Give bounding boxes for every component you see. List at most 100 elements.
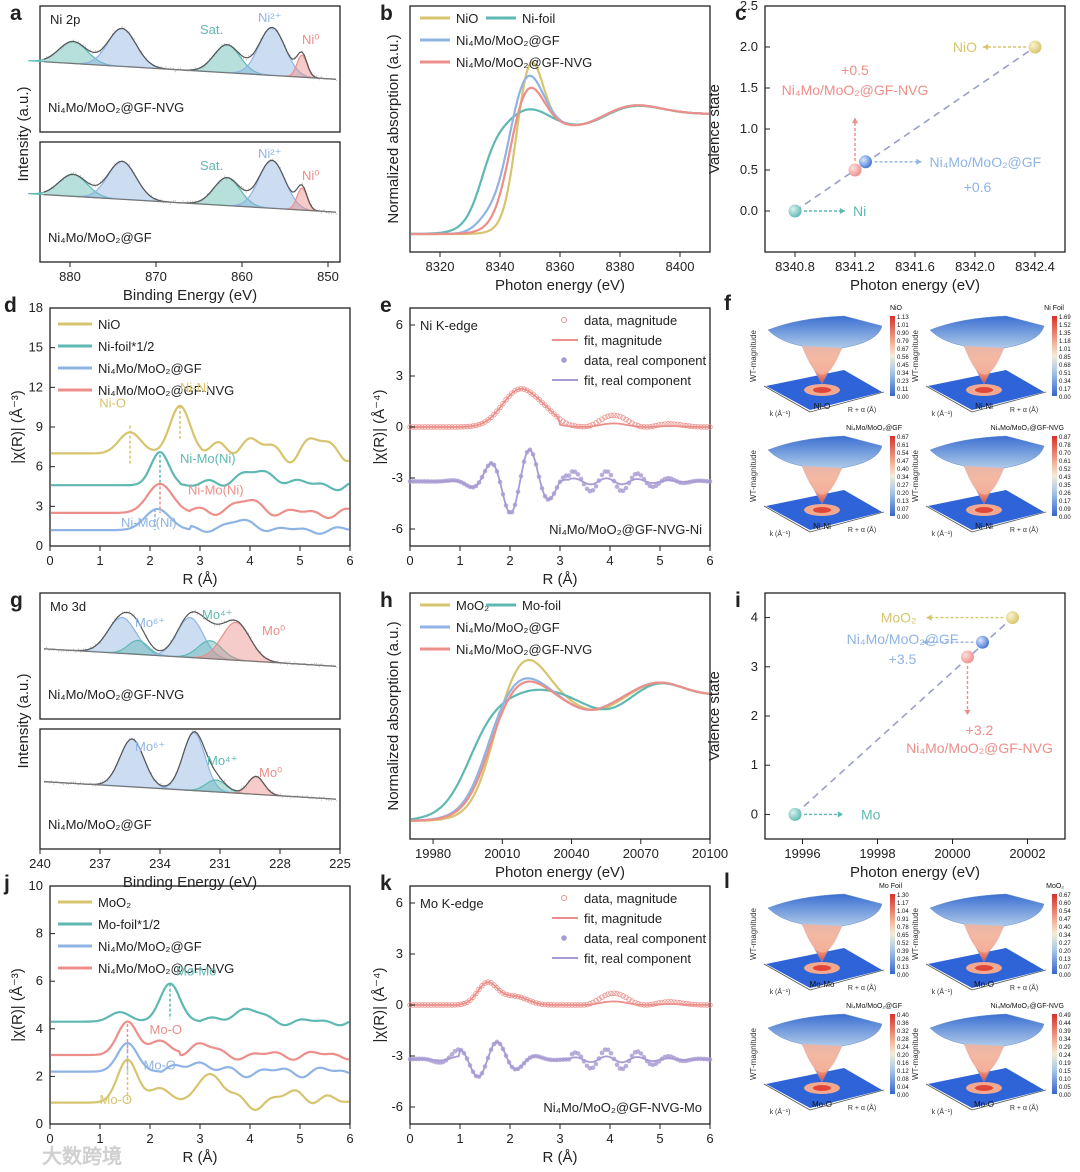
x-axis-title: R (Å) bbox=[543, 1149, 578, 1166]
x-tick-label: 20002 bbox=[1009, 846, 1045, 861]
valence-point-label: Ni₄Mo/MoO₂@GF bbox=[930, 154, 1042, 170]
wt-colorbar-tick: 0.27 bbox=[1059, 941, 1071, 947]
data-magnitude-marker bbox=[608, 412, 614, 419]
x-tick-label: 860 bbox=[231, 269, 253, 284]
wt-contour-core bbox=[975, 1085, 993, 1091]
legend-marker bbox=[561, 895, 567, 901]
legend-label: Ni-foil bbox=[522, 11, 555, 26]
wt-z-label: WT-magnitude bbox=[911, 449, 920, 502]
wt-colorbar-tick: 0.49 bbox=[1059, 1013, 1071, 1019]
x-tick-label: 4 bbox=[246, 553, 253, 568]
valence-point bbox=[1006, 611, 1019, 625]
x-axis-title: Photon energy (eV) bbox=[850, 277, 980, 294]
data-real-marker bbox=[620, 1066, 626, 1072]
y-tick-label: 3 bbox=[396, 368, 403, 383]
data-magnitude-marker bbox=[473, 990, 479, 997]
data-magnitude-marker bbox=[482, 980, 488, 986]
data-real-marker bbox=[707, 479, 713, 484]
wt-colorbar-tick: 0.05 bbox=[1059, 1085, 1071, 1091]
xps-background bbox=[43, 61, 337, 80]
x-axis-title: Photon energy (eV) bbox=[495, 277, 625, 294]
arrow-head bbox=[983, 43, 989, 51]
xanes-series-line bbox=[411, 86, 709, 236]
x-tick-label: 5 bbox=[296, 553, 303, 568]
data-magnitude-marker bbox=[623, 994, 629, 1001]
wt-colorbar-tick: 0.26 bbox=[1059, 491, 1071, 497]
chart-panel-b: 8320 8340 8360 8380 8400 Photon energy (eV) No… bbox=[385, 5, 711, 294]
valence-point-label: MoO₂ bbox=[881, 610, 917, 626]
peak-annotation: Ni-Ni bbox=[180, 380, 209, 395]
wt-r-axis-label: R + α (Å) bbox=[848, 525, 876, 534]
wt-contour-core bbox=[975, 965, 993, 971]
wt-colorbar bbox=[1052, 1014, 1057, 1094]
y-tick-label: 0 bbox=[396, 419, 403, 434]
chart-panel-l: WT-magnitude Mo-Mo k (Å⁻¹) R + α (Å) Mo Foil… bbox=[749, 883, 1071, 1116]
x-tick-label: 8360 bbox=[546, 259, 575, 274]
data-magnitude-marker bbox=[626, 418, 632, 424]
legend-label: MoO₂ bbox=[98, 895, 131, 910]
xps-peak-label: Mo⁰ bbox=[259, 765, 282, 780]
xps-title: Mo 3d bbox=[50, 599, 86, 614]
y-tick-label: -3 bbox=[391, 470, 403, 485]
wt-surface-funnel bbox=[964, 1044, 1004, 1073]
data-magnitude-marker bbox=[545, 405, 551, 411]
wt-colorbar-tick: 0.13 bbox=[1059, 957, 1071, 963]
wt-contour-core bbox=[813, 387, 831, 393]
x-tick-label: 237 bbox=[89, 856, 111, 871]
wt-peak-label: Mo-Mo bbox=[810, 980, 835, 989]
wt-k-axis-label: k (Å⁻¹) bbox=[770, 1107, 791, 1116]
x-axis-title: R (Å) bbox=[183, 1149, 218, 1166]
x-tick-label: 3 bbox=[196, 553, 203, 568]
data-magnitude-marker bbox=[611, 412, 617, 418]
wt-colorbar-tick: 1.18 bbox=[1059, 339, 1071, 345]
wt-colorbar-tick: 0.67 bbox=[1059, 893, 1071, 899]
arrow-head bbox=[916, 158, 922, 165]
wt-colorbar-tick: 0.61 bbox=[1059, 459, 1071, 465]
wt-colorbar-tick: 0.51 bbox=[1059, 371, 1071, 377]
wt-z-label: WT-magnitude bbox=[749, 329, 758, 382]
wt-axis bbox=[809, 391, 885, 413]
data-real-marker bbox=[605, 469, 611, 474]
wt-colorbar-tick: 0.34 bbox=[897, 475, 909, 481]
wt-colorbar bbox=[890, 894, 895, 974]
trend-line bbox=[794, 46, 1036, 212]
data-magnitude-marker bbox=[683, 422, 689, 429]
data-magnitude-marker bbox=[476, 986, 482, 993]
wt-colorbar-tick: 0.34 bbox=[1059, 933, 1071, 939]
panel-letter: g bbox=[10, 589, 23, 612]
x-tick-label: 1 bbox=[456, 1131, 463, 1146]
x-tick-label: 6 bbox=[706, 553, 713, 568]
wt-colorbar-tick: 0.19 bbox=[1059, 1061, 1071, 1067]
data-magnitude-marker bbox=[683, 1000, 689, 1007]
data-magnitude-marker bbox=[599, 416, 605, 422]
y-tick-label: 6 bbox=[36, 973, 43, 988]
data-magnitude-marker bbox=[602, 414, 608, 421]
data-magnitude-marker bbox=[500, 990, 506, 996]
wt-colorbar-tick: 0.40 bbox=[897, 1013, 909, 1019]
data-real-marker bbox=[566, 473, 572, 478]
x-tick-label: 240 bbox=[29, 856, 51, 871]
xanes-series-line bbox=[410, 682, 710, 821]
wt-colorbar-tick: 0.00 bbox=[1059, 515, 1071, 521]
wt-colorbar-tick: 0.07 bbox=[1059, 965, 1071, 971]
x-axis-title: Photon energy (eV) bbox=[850, 864, 980, 881]
wt-colorbar-tick: 0.23 bbox=[897, 379, 909, 385]
xps-peak-label: Sat. bbox=[200, 158, 223, 173]
wt-z-label: WT-magnitude bbox=[749, 449, 758, 502]
ftexafs-series-line bbox=[51, 1020, 350, 1061]
x-tick-label: 6 bbox=[346, 1131, 353, 1146]
wt-colorbar-tick: 0.12 bbox=[897, 1069, 909, 1075]
data-magnitude-marker bbox=[620, 993, 626, 999]
data-magnitude-marker bbox=[680, 1000, 686, 1006]
xps-peak-label: Ni²⁺ bbox=[258, 146, 281, 161]
fit-magnitude-line bbox=[411, 387, 709, 428]
wt-peak-label: Mo-O bbox=[974, 1100, 994, 1109]
x-tick-label: 4 bbox=[246, 1131, 253, 1146]
wt-colorbar-tick: 0.67 bbox=[897, 347, 909, 353]
data-real-marker bbox=[449, 1052, 455, 1057]
data-magnitude-marker bbox=[614, 990, 620, 997]
x-tick-label: 870 bbox=[145, 269, 167, 284]
data-magnitude-marker bbox=[623, 416, 629, 423]
data-real-marker bbox=[599, 472, 605, 478]
wt-subplot: WT-magnitude Mo-O k (Å⁻¹) R + α (Å) Ni₄Mo/Mo… bbox=[911, 1003, 1071, 1116]
